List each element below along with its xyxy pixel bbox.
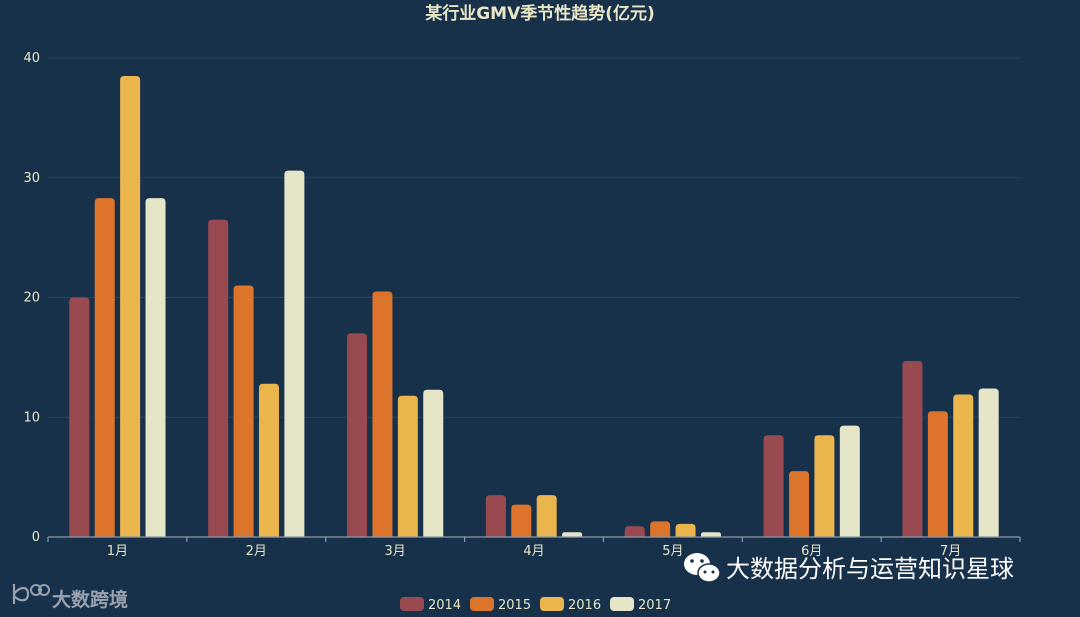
bar-2016-6月[interactable] bbox=[814, 435, 835, 537]
y-tick-label: 10 bbox=[23, 410, 40, 425]
legend-label: 2014 bbox=[428, 598, 461, 613]
legend-item-2014[interactable]: 2014 bbox=[400, 597, 461, 613]
bar-2016-7月[interactable] bbox=[953, 394, 974, 537]
bar-2014-7月[interactable] bbox=[902, 360, 923, 537]
bar-2017-1月[interactable] bbox=[145, 198, 166, 538]
watermark-bottom-right: 大数据分析与运营知识星球 bbox=[684, 553, 1014, 583]
watermark-bottom-left: 大数跨境 bbox=[12, 584, 128, 611]
legend-label: 2016 bbox=[568, 598, 601, 613]
bar-2014-2月[interactable] bbox=[208, 219, 229, 537]
x-tick-label: 3月 bbox=[385, 544, 406, 559]
bar-2017-5月[interactable] bbox=[700, 532, 721, 537]
bar-2015-5月[interactable] bbox=[650, 521, 671, 537]
bar-2015-6月[interactable] bbox=[789, 471, 810, 537]
bar-2016-3月[interactable] bbox=[397, 395, 418, 537]
x-tick-label: 4月 bbox=[523, 544, 544, 559]
bar-2015-7月[interactable] bbox=[927, 411, 948, 537]
legend-swatch bbox=[540, 597, 564, 611]
y-tick-label: 40 bbox=[23, 51, 40, 66]
bar-2015-3月[interactable] bbox=[372, 291, 393, 537]
bar-2014-5月[interactable] bbox=[624, 526, 645, 537]
bar-2017-6月[interactable] bbox=[839, 425, 860, 537]
watermark-bottom-left-text: 大数跨境 bbox=[52, 588, 128, 611]
legend-swatch bbox=[470, 597, 494, 611]
bar-2017-3月[interactable] bbox=[423, 389, 444, 537]
bar-2016-4月[interactable] bbox=[536, 495, 557, 537]
bar-2015-1月[interactable] bbox=[94, 198, 115, 538]
bar-2017-7月[interactable] bbox=[978, 388, 999, 537]
logo-icon bbox=[12, 584, 50, 604]
legend[interactable]: 2014 2015 2016 2017 bbox=[400, 597, 671, 613]
y-tick-label: 30 bbox=[23, 171, 40, 186]
legend-swatch bbox=[400, 597, 424, 611]
chart-title: 某行业GMV季节性趋势(亿元) bbox=[425, 3, 655, 24]
y-tick-label: 20 bbox=[23, 291, 40, 306]
x-tick-label: 5月 bbox=[662, 544, 683, 559]
bar-2017-2月[interactable] bbox=[284, 170, 305, 537]
x-tick-label: 7月 bbox=[940, 544, 961, 559]
grid-layer bbox=[48, 57, 1020, 418]
bar-2015-2月[interactable] bbox=[233, 285, 254, 537]
x-tick-label: 2月 bbox=[246, 544, 267, 559]
bar-2014-6月[interactable] bbox=[763, 435, 784, 537]
x-tick-label: 1月 bbox=[107, 544, 128, 559]
legend-swatch bbox=[610, 597, 634, 611]
bar-2014-4月[interactable] bbox=[485, 495, 506, 537]
axis-layer: 0 10 20 30 40 1月 2月 3月 4月 5月 6月 7月 bbox=[23, 51, 1021, 559]
bar-2014-3月[interactable] bbox=[347, 333, 368, 537]
bar-2017-4月[interactable] bbox=[562, 532, 583, 537]
legend-label: 2015 bbox=[498, 598, 531, 613]
bar-2016-1月[interactable] bbox=[120, 75, 141, 538]
bar-2016-5月[interactable] bbox=[675, 523, 696, 537]
watermark-bottom-right-text: 大数据分析与运营知识星球 bbox=[726, 555, 1014, 583]
legend-item-2016[interactable]: 2016 bbox=[540, 597, 601, 613]
wechat-icon bbox=[684, 553, 721, 583]
legend-label: 2017 bbox=[638, 598, 671, 613]
bar-2016-2月[interactable] bbox=[258, 383, 279, 537]
bar-2014-1月[interactable] bbox=[69, 297, 90, 538]
bar-2015-4月[interactable] bbox=[511, 504, 532, 537]
legend-item-2017[interactable]: 2017 bbox=[610, 597, 671, 613]
x-tick-label: 6月 bbox=[801, 544, 822, 559]
bars-layer bbox=[69, 75, 999, 538]
y-tick-label: 0 bbox=[32, 530, 40, 545]
legend-item-2015[interactable]: 2015 bbox=[470, 597, 531, 613]
